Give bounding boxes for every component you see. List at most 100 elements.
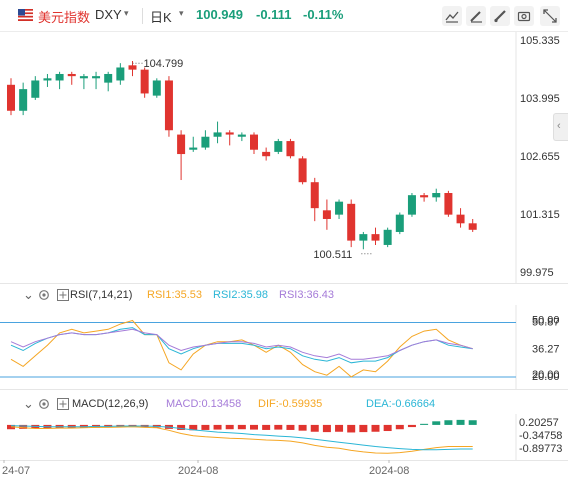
candle-body	[116, 67, 125, 81]
candle[interactable]	[310, 177, 319, 222]
macd-bar	[395, 424, 404, 430]
candle[interactable]	[322, 199, 331, 230]
candle-body	[128, 65, 137, 70]
macd-bar	[286, 424, 295, 430]
candle-body	[274, 141, 283, 152]
candle[interactable]	[92, 71, 101, 90]
candle[interactable]	[420, 193, 429, 202]
instrument-dropdown-icon[interactable]: ▾	[124, 8, 129, 18]
candle[interactable]	[19, 82, 28, 116]
macd-bar	[335, 424, 344, 432]
candle[interactable]	[237, 132, 246, 142]
draw-tool-button[interactable]	[466, 6, 486, 26]
macd-axis-label: 0.20257	[519, 417, 559, 429]
candlestick-chart[interactable]: 105.335 103.995 102.655 101.315 99.975 104.7…	[0, 32, 568, 284]
fullscreen-icon	[543, 9, 557, 23]
macd-label[interactable]: MACD(12,26,9)	[72, 398, 149, 410]
candle-body	[140, 69, 149, 94]
candle-body	[298, 158, 307, 183]
candle-body	[55, 73, 64, 81]
indicator-button[interactable]	[442, 6, 462, 26]
candle[interactable]	[7, 78, 15, 116]
period-selector[interactable]: 日K	[150, 10, 172, 25]
macd-bar	[189, 424, 198, 431]
collapse-icon[interactable]: ⌄	[23, 396, 34, 411]
instrument-name[interactable]: 美元指数	[38, 10, 91, 25]
candle[interactable]	[262, 147, 271, 161]
collapse-icon[interactable]: ⌄	[23, 287, 34, 302]
candle[interactable]	[468, 218, 477, 232]
candle[interactable]	[164, 76, 173, 137]
candle[interactable]	[177, 130, 186, 181]
candle[interactable]	[298, 156, 307, 185]
candle[interactable]	[347, 199, 356, 248]
macd-bar	[407, 424, 416, 428]
candle-body	[395, 214, 404, 232]
settings-icon[interactable]	[38, 289, 50, 301]
candle[interactable]	[116, 63, 125, 85]
price-change-percent: -0.11%	[303, 7, 344, 22]
candle[interactable]	[274, 138, 283, 155]
macd-chart[interactable]: 0.20257-0.34758-0.89773	[0, 414, 568, 460]
candle-body	[225, 132, 234, 135]
high-price-label: 104.799	[144, 58, 184, 70]
indicator-menu-icon[interactable]	[57, 398, 69, 410]
rsi-label[interactable]: RSI(7,14,21)	[70, 289, 133, 301]
candle[interactable]	[371, 227, 380, 245]
candle[interactable]	[286, 138, 295, 159]
date-axis: 24-07 2024-08 2024-08	[0, 460, 568, 477]
chart-line-icon	[445, 11, 459, 23]
macd-bar	[225, 424, 234, 430]
candle[interactable]	[104, 71, 113, 92]
candle[interactable]	[444, 190, 453, 217]
macd-bar	[19, 424, 28, 429]
candle[interactable]	[189, 136, 198, 152]
candle-body	[420, 195, 429, 198]
candle[interactable]	[140, 67, 149, 98]
macd-bar	[359, 424, 368, 433]
fullscreen-button[interactable]	[540, 6, 560, 26]
macd-bar	[383, 424, 392, 432]
price-tick-label: 105.335	[520, 35, 560, 47]
candle-body	[213, 132, 222, 137]
candle[interactable]	[201, 130, 210, 150]
candle[interactable]	[31, 76, 40, 100]
candle[interactable]	[383, 227, 392, 248]
us-flag-icon	[18, 9, 33, 21]
candle[interactable]	[67, 71, 76, 85]
candle-body	[177, 134, 186, 155]
candle[interactable]	[395, 212, 404, 235]
candle[interactable]	[456, 208, 465, 228]
price-tick-label: 103.995	[520, 93, 560, 105]
candle[interactable]	[359, 231, 368, 250]
dea-line	[10, 425, 473, 451]
screenshot-button[interactable]	[514, 6, 534, 26]
macd-bar	[201, 424, 210, 430]
candle-body	[164, 80, 173, 131]
candle[interactable]	[407, 193, 416, 217]
brush-tool-button[interactable]	[490, 6, 510, 26]
price-tick-label: 102.655	[520, 151, 560, 163]
candle[interactable]	[43, 73, 52, 87]
indicator-menu-icon[interactable]	[57, 289, 69, 301]
period-dropdown-icon[interactable]: ▾	[179, 8, 184, 18]
candle[interactable]	[335, 199, 344, 219]
candle[interactable]	[55, 71, 64, 90]
price-tick-label: 101.315	[520, 209, 560, 221]
settings-icon[interactable]	[38, 398, 50, 410]
macd-bar	[274, 424, 283, 430]
candle[interactable]	[432, 188, 441, 202]
candle[interactable]	[79, 73, 88, 90]
candle[interactable]	[250, 132, 258, 155]
candle-body	[444, 193, 453, 215]
candle[interactable]	[213, 121, 222, 144]
candle[interactable]	[152, 78, 161, 98]
last-price: 100.949	[196, 7, 243, 22]
macd-bar	[213, 424, 222, 430]
candle-body	[79, 76, 88, 79]
sidebar-toggle[interactable]: ‹	[553, 113, 568, 141]
price-tick-label: 99.975	[520, 267, 554, 279]
candle[interactable]	[225, 130, 234, 146]
instrument-code[interactable]: DXY	[95, 7, 122, 22]
